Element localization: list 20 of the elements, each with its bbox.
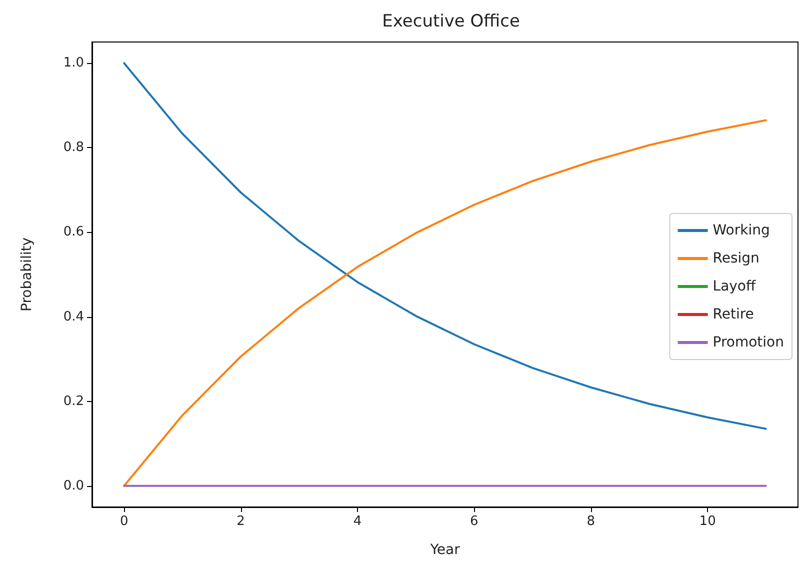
- legend-label: Working: [712, 222, 770, 238]
- legend-label: Promotion: [712, 334, 784, 350]
- y-tick-label: 0.6: [63, 224, 84, 240]
- legend-label: Layoff: [712, 278, 756, 294]
- y-axis-title: Probability: [19, 237, 35, 312]
- x-tick-label: 8: [586, 514, 596, 529]
- y-tick-label: 1.0: [63, 56, 84, 71]
- chart-title: Executive Office: [382, 12, 520, 32]
- y-tick-label: 0.0: [63, 478, 84, 494]
- y-tick-label: 0.8: [63, 140, 84, 156]
- y-tick-label: 0.2: [63, 394, 84, 409]
- legend-label: Retire: [712, 306, 754, 322]
- x-tick-label: 10: [699, 514, 716, 529]
- x-tick-label: 0: [120, 514, 128, 529]
- x-tick-label: 2: [236, 514, 245, 529]
- x-axis-title: Year: [429, 542, 460, 558]
- legend-label: Resign: [712, 250, 760, 266]
- x-tick-label: 4: [353, 514, 362, 529]
- x-tick-label: 6: [470, 514, 478, 529]
- y-tick-label: 0.4: [63, 309, 84, 324]
